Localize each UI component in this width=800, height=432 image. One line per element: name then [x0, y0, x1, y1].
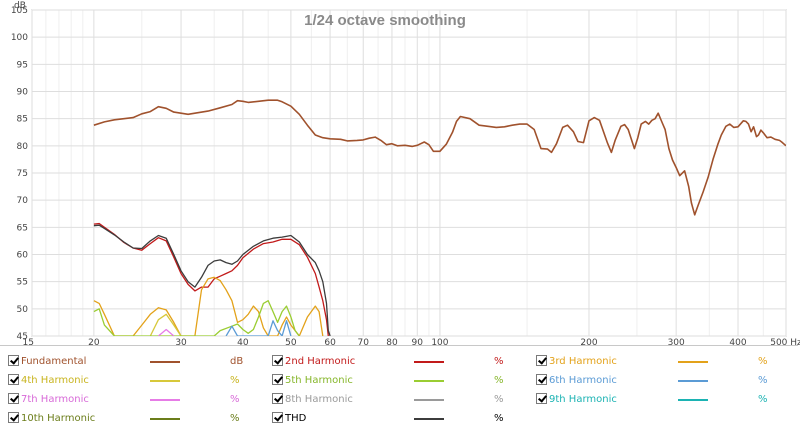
legend-checkbox-10th-harmonic[interactable] [8, 412, 19, 423]
legend-label: 6th Harmonic [549, 375, 617, 386]
y-axis-label: dB [14, 1, 26, 11]
y-axis: 45 50 55 60 65 70 75 80 85 90 95 100 105 [11, 6, 28, 342]
x-tick-label: 400 [729, 338, 746, 345]
legend-swatch [678, 380, 708, 382]
y-tick-label: 45 [17, 332, 28, 342]
y-tick-label: 65 [17, 223, 28, 233]
x-tick-label: 30 [175, 338, 187, 345]
y-tick-label: 105 [11, 6, 28, 16]
legend-item-7th-harmonic: 7th Harmonic% [8, 390, 248, 409]
y-tick-label: 50 [17, 305, 29, 315]
x-tick-label: 100 [431, 338, 448, 345]
legend-unit: % [230, 375, 240, 386]
legend-unit: % [494, 375, 504, 386]
legend-item-8th-harmonic: 8th Harmonic% [272, 390, 512, 409]
y-tick-label: 95 [17, 60, 28, 70]
legend-swatch [414, 380, 444, 382]
y-tick-label: 100 [11, 33, 28, 43]
legend-item-6th-harmonic: 6th Harmonic% [536, 371, 776, 390]
y-tick-label: 85 [17, 115, 28, 125]
x-tick-label: 90 [412, 338, 424, 345]
series-line-5th-harmonic [93, 300, 300, 336]
x-tick-label: 60 [324, 338, 336, 345]
legend-unit: % [758, 375, 768, 386]
legend-label: 9th Harmonic [549, 394, 617, 405]
series-line-2nd-harmonic [93, 222, 329, 336]
legend-item-4th-harmonic: 4th Harmonic% [8, 371, 248, 390]
grid [31, 9, 787, 337]
x-tick-label: 40 [237, 338, 249, 345]
legend-swatch [414, 418, 444, 420]
legend-item-thd: THD% [272, 409, 512, 428]
legend-unit: dB [230, 356, 244, 367]
legend-label: 4th Harmonic [21, 375, 89, 386]
legend-unit: % [758, 394, 768, 405]
legend-checkbox-6th-harmonic[interactable] [536, 374, 547, 385]
y-tick-label: 55 [17, 278, 28, 288]
y-tick-label: 70 [17, 196, 29, 206]
legend-checkbox-9th-harmonic[interactable] [536, 393, 547, 404]
series-line-6th-harmonic [225, 320, 292, 336]
legend-swatch [414, 361, 444, 363]
x-tick-label: 70 [358, 338, 370, 345]
y-tick-label: 80 [17, 142, 29, 152]
legend-checkbox-2nd-harmonic[interactable] [272, 355, 283, 366]
legend-unit: % [494, 394, 504, 405]
legend-unit: % [494, 413, 504, 424]
legend-label: 8th Harmonic [285, 394, 353, 405]
legend-label: THD [285, 413, 307, 424]
x-tick-label: 15 [23, 338, 34, 345]
x-tick-label: 50 [285, 338, 297, 345]
legend-label: 2nd Harmonic [285, 356, 356, 367]
legend-swatch [150, 380, 180, 382]
legend-swatch [678, 399, 708, 401]
series-group [93, 99, 786, 336]
frequency-response-chart: 45 50 55 60 65 70 75 80 85 90 95 100 105 15 20 30 40 50 6… [11, 1, 800, 345]
x-tick-label: 300 [668, 338, 685, 345]
legend-item-10th-harmonic: 10th Harmonic% [8, 409, 248, 428]
y-tick-label: 60 [17, 251, 29, 261]
legend-item-3rd-harmonic: 3rd Harmonic% [536, 352, 776, 371]
x-tick-label: 200 [580, 338, 597, 345]
legend-checkbox-7th-harmonic[interactable] [8, 393, 19, 404]
legend-unit: % [230, 394, 240, 405]
legend-unit: % [494, 356, 504, 367]
series-line-3rd-harmonic [93, 276, 324, 336]
legend-unit: % [230, 413, 240, 424]
legend-item-fundamental: Fundamental dB [8, 352, 248, 371]
legend-checkbox-3rd-harmonic[interactable] [536, 355, 547, 366]
legend-label: 5th Harmonic [285, 375, 353, 386]
legend-item-9th-harmonic: 9th Harmonic% [536, 390, 776, 409]
legend-item-5th-harmonic: 5th Harmonic% [272, 371, 512, 390]
legend: Fundamental dB 2nd Harmonic% 3rd Harmonic% 4… [0, 345, 798, 432]
legend-swatch [150, 399, 180, 401]
legend-checkbox-fundamental[interactable] [8, 355, 19, 366]
legend-swatch [678, 361, 708, 363]
series-line-thd [93, 224, 331, 336]
legend-unit: % [758, 356, 768, 367]
series-line-fundamental [93, 99, 786, 216]
legend-checkbox-4th-harmonic[interactable] [8, 374, 19, 385]
legend-checkbox-5th-harmonic[interactable] [272, 374, 283, 385]
legend-swatch [150, 418, 180, 420]
legend-checkbox-thd[interactable] [272, 412, 283, 423]
y-tick-label: 75 [17, 169, 28, 179]
series-line-7th-harmonic [157, 328, 175, 336]
legend-checkbox-8th-harmonic[interactable] [272, 393, 283, 404]
legend-swatch [150, 361, 180, 363]
x-tick-label: 500 Hz [770, 338, 800, 345]
y-tick-label: 90 [17, 88, 29, 98]
legend-label: 7th Harmonic [21, 394, 89, 405]
chart-title: 1/24 octave smoothing [304, 12, 466, 29]
series-line-4th-harmonic [149, 313, 182, 336]
x-axis: 15 20 30 40 50 60 70 80 90 100 200 300 400 500 Hz [23, 338, 800, 345]
legend-item-2nd-harmonic: 2nd Harmonic% [272, 352, 512, 371]
x-tick-label: 20 [88, 338, 100, 345]
legend-label: 10th Harmonic [21, 413, 96, 424]
legend-swatch [414, 399, 444, 401]
legend-label: Fundamental [21, 356, 87, 367]
legend-label: 3rd Harmonic [549, 356, 617, 367]
x-tick-label: 80 [386, 338, 398, 345]
